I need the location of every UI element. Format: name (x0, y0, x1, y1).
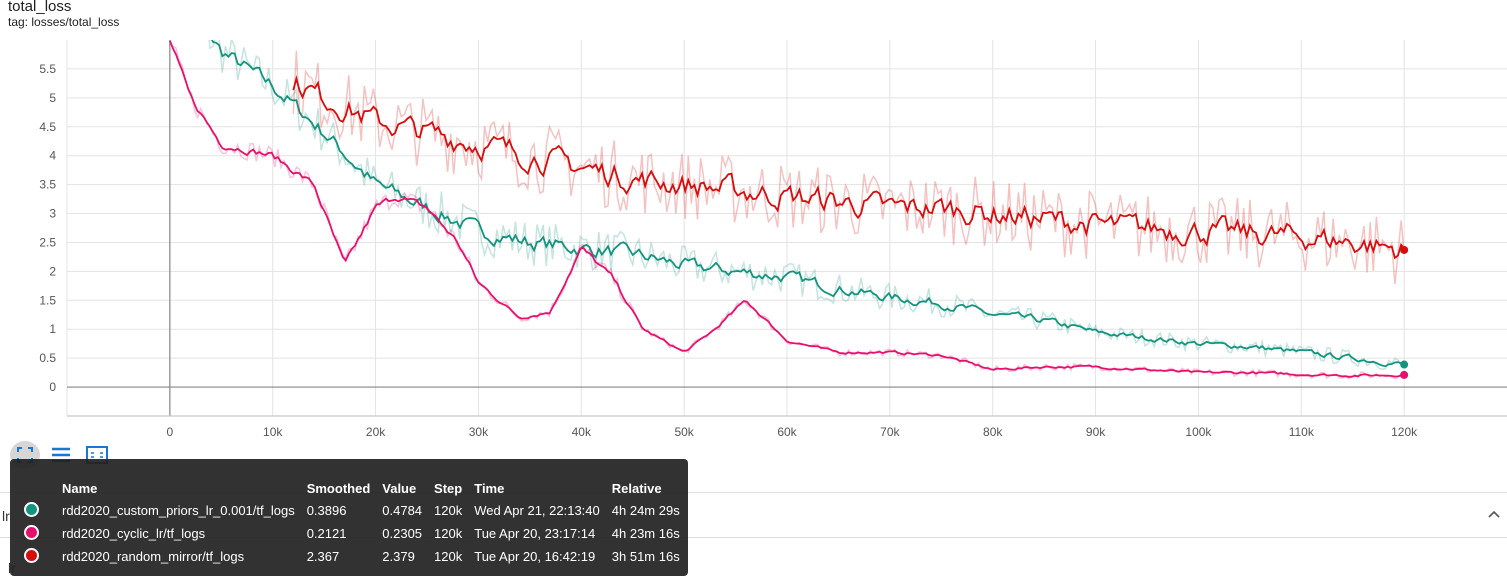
chart-series (169, 40, 1409, 380)
chevron-up-icon[interactable] (1487, 506, 1501, 522)
y-tick-label: 0 (49, 380, 56, 394)
chart-title: total_loss (8, 0, 72, 15)
tooltip-row: rdd2020_cyclic_lr/tf_logs 0.2121 0.2305 … (18, 522, 686, 545)
series-line (211, 40, 1405, 368)
x-tick-label: 30k (469, 425, 489, 439)
y-tick-label: 5 (49, 91, 56, 105)
time-value: Tue Apr 20, 16:42:19 (474, 549, 596, 564)
x-tick-label: 120k (1391, 425, 1418, 439)
x-tick-label: 40k (572, 425, 592, 439)
tooltip-header-name: Name (62, 480, 98, 496)
x-tick-label: 20k (366, 425, 386, 439)
section-divider (0, 492, 1507, 493)
series-line (292, 74, 1405, 260)
x-tick-label: 70k (880, 425, 900, 439)
x-tick-label: 110k (1289, 425, 1315, 439)
tooltip-header-time: Time (474, 480, 505, 496)
series-group (292, 50, 1405, 285)
relative-value: 3h 51m 16s (611, 549, 680, 564)
smoothed-value: 2.367 (306, 549, 340, 564)
series-endpoint (1400, 360, 1409, 369)
tooltip-row: rdd2020_custom_priors_lr_0.001/tf_logs 0… (18, 499, 686, 522)
series-raw-line (292, 50, 1405, 285)
series-endpoint (1400, 370, 1409, 379)
y-tick-label: 2.5 (39, 235, 56, 249)
y-tick-label: 5.5 (39, 62, 56, 76)
time-value: Wed Apr 21, 22:13:40 (474, 503, 600, 518)
step-value: 120k (434, 503, 463, 518)
run-name: rdd2020_random_mirror/tf_logs (62, 549, 245, 564)
chart-axes: 0 10k 20k 30k 40k 50k 60k 70k 80k 90k 100k 110k 120k… (39, 40, 1507, 439)
x-tick-label: 80k (983, 425, 1003, 439)
series-raw-line (208, 40, 1405, 370)
series-endpoint (1400, 245, 1409, 254)
tooltip-header-value: Value (382, 480, 417, 496)
tooltip-header-relative: Relative (611, 480, 662, 496)
chart-tooltip: Name Smoothed Value Step Time Relative r… (10, 459, 688, 576)
tooltip-row: rdd2020_random_mirror/tf_logs 2.367 2.37… (18, 545, 686, 568)
smoothed-value: 0.2121 (306, 526, 347, 541)
step-value: 120k (434, 526, 463, 541)
relative-value: 4h 24m 29s (611, 503, 680, 518)
time-value: Tue Apr 20, 23:17:14 (474, 526, 596, 541)
series-line (169, 40, 1405, 378)
y-tick-label: 3 (49, 207, 56, 221)
y-tick-label: 1 (49, 322, 56, 336)
series-color-dot (24, 547, 39, 563)
series-color-dot (24, 524, 39, 540)
lr-section-label[interactable]: lr (2, 508, 10, 524)
x-tick-label: 10k (263, 425, 283, 439)
x-tick-label: 0 (167, 425, 174, 439)
y-tick-label: 4.5 (39, 120, 56, 134)
x-tick-label: 90k (1086, 425, 1106, 439)
y-tick-label: 1.5 (39, 293, 56, 307)
tooltip-header-smoothed: Smoothed (306, 480, 371, 496)
raw-value: 2.379 (382, 549, 415, 564)
raw-value: 0.4784 (382, 503, 423, 518)
tooltip-header-step: Step (434, 480, 463, 496)
chart-tag: tag: losses/total_loss (8, 15, 120, 29)
raw-value: 0.2305 (382, 526, 423, 541)
y-tick-label: 2 (49, 264, 56, 278)
tooltip-table: Name Smoothed Value Step Time Relative r… (18, 477, 686, 568)
x-tick-label: 50k (674, 425, 694, 439)
series-group (169, 40, 1405, 380)
y-tick-label: 4 (49, 149, 56, 163)
y-tick-label: 0.5 (39, 351, 56, 365)
x-tick-label: 100k (1185, 425, 1212, 439)
y-tick-label: 3.5 (39, 178, 56, 192)
loss-chart[interactable]: 0 10k 20k 30k 40k 50k 60k 70k 80k 90k 100k 110k 120k… (0, 0, 1507, 440)
relative-value: 4h 23m 16s (611, 526, 680, 541)
step-value: 120k (434, 549, 463, 564)
x-tick-label: 60k (777, 425, 797, 439)
series-color-dot (24, 501, 39, 517)
run-name: rdd2020_custom_priors_lr_0.001/tf_logs (62, 503, 295, 518)
run-name: rdd2020_cyclic_lr/tf_logs (62, 526, 206, 541)
section-divider (0, 537, 1507, 538)
smoothed-value: 0.3896 (306, 503, 347, 518)
series-group (208, 40, 1405, 370)
